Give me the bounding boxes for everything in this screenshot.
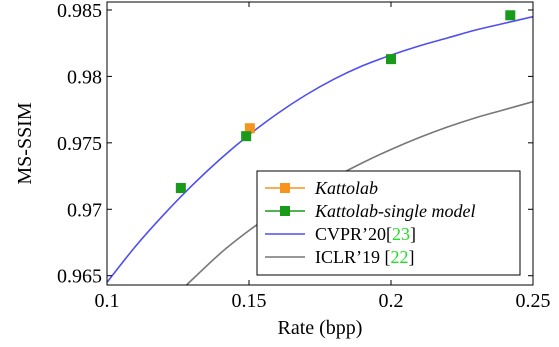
axis-ticks: 0.1 0.15 0.2 0.25 0.965 0.97 0.975 0.98 0.985 [57,0,551,312]
legend-label: ICLR’19 [22] [315,247,415,267]
series-1-point [241,131,252,142]
x-tick-label: 0.25 [516,290,551,312]
series-markers [175,10,516,194]
series-3-curve [185,100,533,285]
legend-swatch-marker [280,183,290,193]
legend-item: ICLR’19 [22] [265,247,415,267]
x-tick-label: 0.2 [379,290,404,312]
y-tick-label: 0.98 [67,66,102,88]
y-axis-title: MS-SSIM [14,102,36,184]
series-lines [107,15,533,285]
x-tick-label: 0.1 [95,290,120,312]
series-1-point [505,10,516,21]
legend-label: Kattolab-single model [314,201,476,221]
series-2-curve [107,15,533,283]
plot-area [106,1,534,286]
series-0-point [244,123,255,134]
y-tick-label: 0.97 [67,199,102,221]
y-tick-label: 0.965 [57,266,102,288]
x-tick-label: 0.15 [232,290,267,312]
legend-citation: 22 [391,247,409,267]
series-1-point [386,54,396,65]
y-tick-label: 0.975 [57,133,102,155]
legend-item: Kattolab-single model [265,201,476,221]
legend-citation: 23 [392,224,410,244]
x-axis-title: Rate (bpp) [278,317,363,339]
legend-label: Kattolab [314,178,378,198]
legend-swatch-marker [280,206,290,216]
legend-item: CVPR’20[23] [265,224,416,244]
legend-label: CVPR’20[23] [315,224,416,244]
y-tick-label: 0.985 [57,0,102,22]
series-1-point [175,183,186,194]
legend-item: Kattolab [265,178,378,198]
legend: Kattolab Kattolab-single model CVPR’20[23]… [256,170,521,276]
